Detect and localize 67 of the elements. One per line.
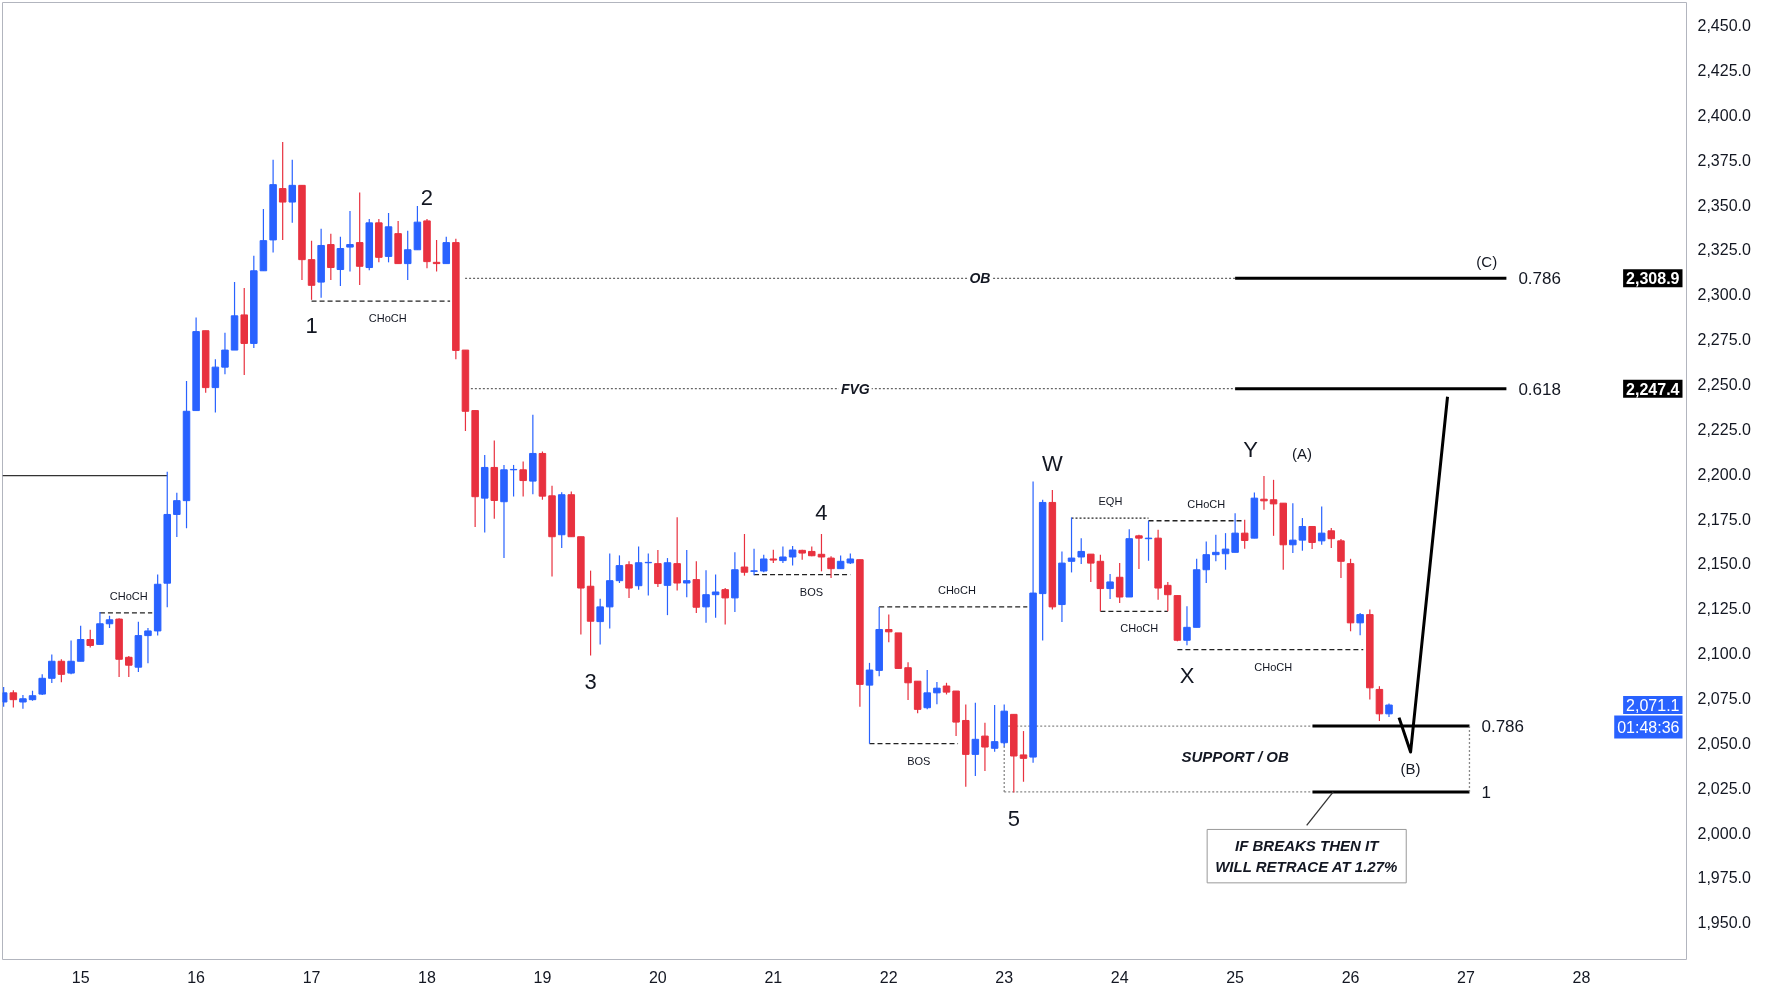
x-tick-label: 22 (879, 968, 898, 986)
x-tick-label: 25 (1226, 968, 1245, 986)
y-tick-label: 2,325.0 (1697, 241, 1751, 259)
annotation: EQH (1098, 495, 1123, 508)
annotation: 0.786 (1481, 717, 1525, 737)
annotation: OB (969, 270, 991, 287)
x-tick-label: 15 (71, 968, 90, 986)
x-tick-label: 23 (995, 968, 1014, 986)
annotation: 4 (815, 500, 828, 526)
annotation: CHoCH (368, 312, 407, 325)
annotation: 1 (1481, 782, 1491, 802)
x-tick-label: 17 (302, 968, 321, 986)
y-tick-label: 2,375.0 (1697, 151, 1751, 169)
y-tick-label: 2,025.0 (1697, 779, 1751, 797)
x-tick-label: 16 (187, 968, 206, 986)
y-tick-label: 2,175.0 (1697, 510, 1751, 528)
y-tick-label: 2,400.0 (1697, 106, 1751, 124)
annotation: 3 (584, 668, 597, 694)
annotation: CHoCH (1254, 660, 1293, 673)
annotation: X (1179, 663, 1195, 689)
x-tick-label: 24 (1110, 968, 1129, 986)
y-tick-label: 2,225.0 (1697, 420, 1751, 438)
annotation: CHoCH (109, 589, 148, 602)
annotation: (C) (1476, 253, 1498, 271)
y-tick-label: 1,975.0 (1697, 869, 1751, 887)
annotation: 1 (305, 312, 318, 338)
x-tick-label: 19 (533, 968, 552, 986)
annotation: CHoCH (1120, 622, 1159, 635)
annotation: 2,308.9 (1626, 270, 1680, 288)
annotation: W (1041, 450, 1063, 476)
y-tick-label: 2,075.0 (1697, 690, 1751, 708)
y-tick-label: 2,150.0 (1697, 555, 1751, 573)
y-tick-label: 1,950.0 (1697, 914, 1751, 932)
annotation: Y (1243, 436, 1259, 462)
y-tick-label: 2,050.0 (1697, 734, 1751, 752)
annotation: IF BREAKS THEN IT WILL RETRACE AT 1.27% (1215, 837, 1398, 875)
y-tick-label: 2,100.0 (1697, 645, 1751, 663)
x-tick-label: 20 (648, 968, 667, 986)
annotation: (B) (1400, 760, 1421, 778)
x-tick-label: 21 (764, 968, 783, 986)
y-tick-label: 2,250.0 (1697, 376, 1751, 394)
y-tick-label: 2,425.0 (1697, 61, 1751, 79)
y-tick-label: 2,300.0 (1697, 286, 1751, 304)
annotation: 2,071.1 (1626, 697, 1680, 715)
x-tick-label: 27 (1457, 968, 1475, 986)
annotation: 0.618 (1518, 379, 1561, 399)
y-tick-label: 2,275.0 (1697, 331, 1751, 349)
y-tick-label: 2,200.0 (1697, 465, 1751, 483)
annotation: (A) (1291, 444, 1312, 462)
annotation: SUPPORT / OB (1181, 748, 1289, 766)
annotation: 01:48:36 (1617, 718, 1680, 736)
annotation: FVG (840, 380, 870, 397)
y-tick-label: 2,125.0 (1697, 600, 1751, 618)
x-tick-label: 26 (1341, 968, 1360, 986)
annotation: CHoCH (1187, 497, 1226, 510)
annotation: 2,247.4 (1626, 380, 1680, 398)
y-tick-label: 2,000.0 (1697, 824, 1751, 842)
x-tick-label: 28 (1572, 968, 1591, 986)
annotation: 5 (1007, 805, 1020, 831)
annotation: 2 (420, 184, 434, 210)
x-tick-label: 18 (418, 968, 436, 986)
annotation: BOS (799, 585, 824, 598)
annotation: 0.786 (1518, 269, 1561, 289)
y-tick-label: 2,450.0 (1697, 17, 1751, 35)
annotation: CHoCH (937, 583, 976, 596)
annotation: BOS (907, 754, 931, 767)
y-tick-label: 2,350.0 (1697, 196, 1751, 214)
